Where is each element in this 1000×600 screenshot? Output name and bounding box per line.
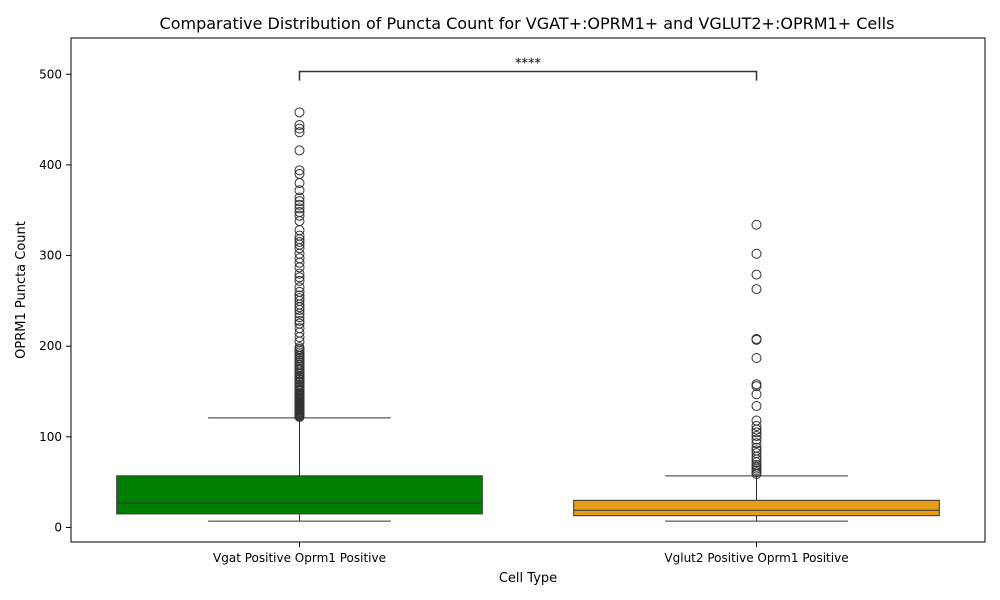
box-group — [573, 219, 940, 522]
outlier-point — [294, 192, 305, 203]
outlier-point — [751, 284, 762, 295]
outlier-point — [294, 286, 305, 297]
outlier-point — [294, 199, 305, 210]
outlier-point — [751, 389, 762, 400]
outlier-point — [294, 145, 305, 156]
y-tick-label: 500 — [39, 67, 62, 81]
outlier-point — [294, 165, 305, 176]
outlier-point — [751, 459, 762, 470]
y-tick-label: 200 — [39, 339, 62, 353]
y-tick-label: 100 — [39, 430, 62, 444]
outlier-point — [294, 268, 305, 279]
outlier-point — [751, 430, 762, 441]
outlier-point — [294, 216, 305, 227]
outlier-point — [294, 236, 305, 247]
outlier-point — [294, 225, 305, 236]
box-iqr — [116, 475, 483, 515]
outlier-point — [751, 333, 762, 344]
box-iqr — [573, 499, 940, 517]
outlier-point — [751, 248, 762, 259]
outlier-point — [294, 196, 305, 207]
y-tick-label: 0 — [54, 520, 62, 534]
outlier-point — [294, 272, 305, 283]
outlier-point — [751, 379, 762, 390]
outlier-point — [751, 352, 762, 363]
outlier-point — [751, 442, 762, 453]
significance-label: **** — [515, 57, 542, 72]
outlier-point — [294, 275, 305, 286]
outlier-point — [751, 445, 762, 456]
outlier-point — [294, 315, 305, 326]
x-axis: Vgat Positive Oprm1 Positive Vglut2 Posit… — [213, 542, 849, 565]
outlier-point — [294, 107, 305, 118]
significance-bracket — [298, 70, 758, 81]
chart-title: Comparative Distribution of Puncta Count… — [160, 14, 895, 33]
outlier-point — [294, 323, 305, 334]
outlier-point — [751, 219, 762, 230]
outlier-point — [751, 438, 762, 449]
outlier-point — [294, 203, 305, 214]
outlier-point — [751, 269, 762, 280]
outlier-point — [294, 290, 305, 301]
outlier-point — [751, 420, 762, 431]
plot-area: **** — [116, 57, 940, 522]
outlier-point — [294, 123, 305, 134]
outlier-point — [751, 434, 762, 445]
y-axis: 0 100 200 300 400 500 — [39, 67, 71, 534]
outlier-point — [294, 312, 305, 323]
y-tick-label: 300 — [39, 249, 62, 263]
outlier-point — [751, 427, 762, 438]
outlier-point — [294, 230, 305, 241]
y-axis-label: OPRM1 Puncta Count — [14, 221, 29, 359]
outlier-point — [294, 318, 305, 329]
x-tick-label: Vglut2 Positive Oprm1 Positive — [664, 551, 848, 565]
outlier-point — [294, 168, 305, 179]
box-group — [116, 107, 483, 522]
x-axis-label: Cell Type — [499, 571, 557, 586]
outlier-point — [751, 448, 762, 459]
outlier-point — [294, 120, 305, 131]
axes-frame — [70, 37, 986, 543]
outlier-point — [294, 185, 305, 196]
outlier-point — [294, 253, 305, 264]
y-tick-label: 400 — [39, 158, 62, 172]
x-tick-label: Vgat Positive Oprm1 Positive — [213, 551, 386, 565]
outlier-point — [294, 282, 305, 293]
outlier-point — [294, 293, 305, 304]
outlier-point — [751, 415, 762, 426]
outlier-point — [294, 207, 305, 218]
outlier-point — [294, 210, 305, 221]
outlier-point — [294, 342, 305, 353]
outlier-point — [294, 127, 305, 138]
outlier-point — [751, 401, 762, 412]
